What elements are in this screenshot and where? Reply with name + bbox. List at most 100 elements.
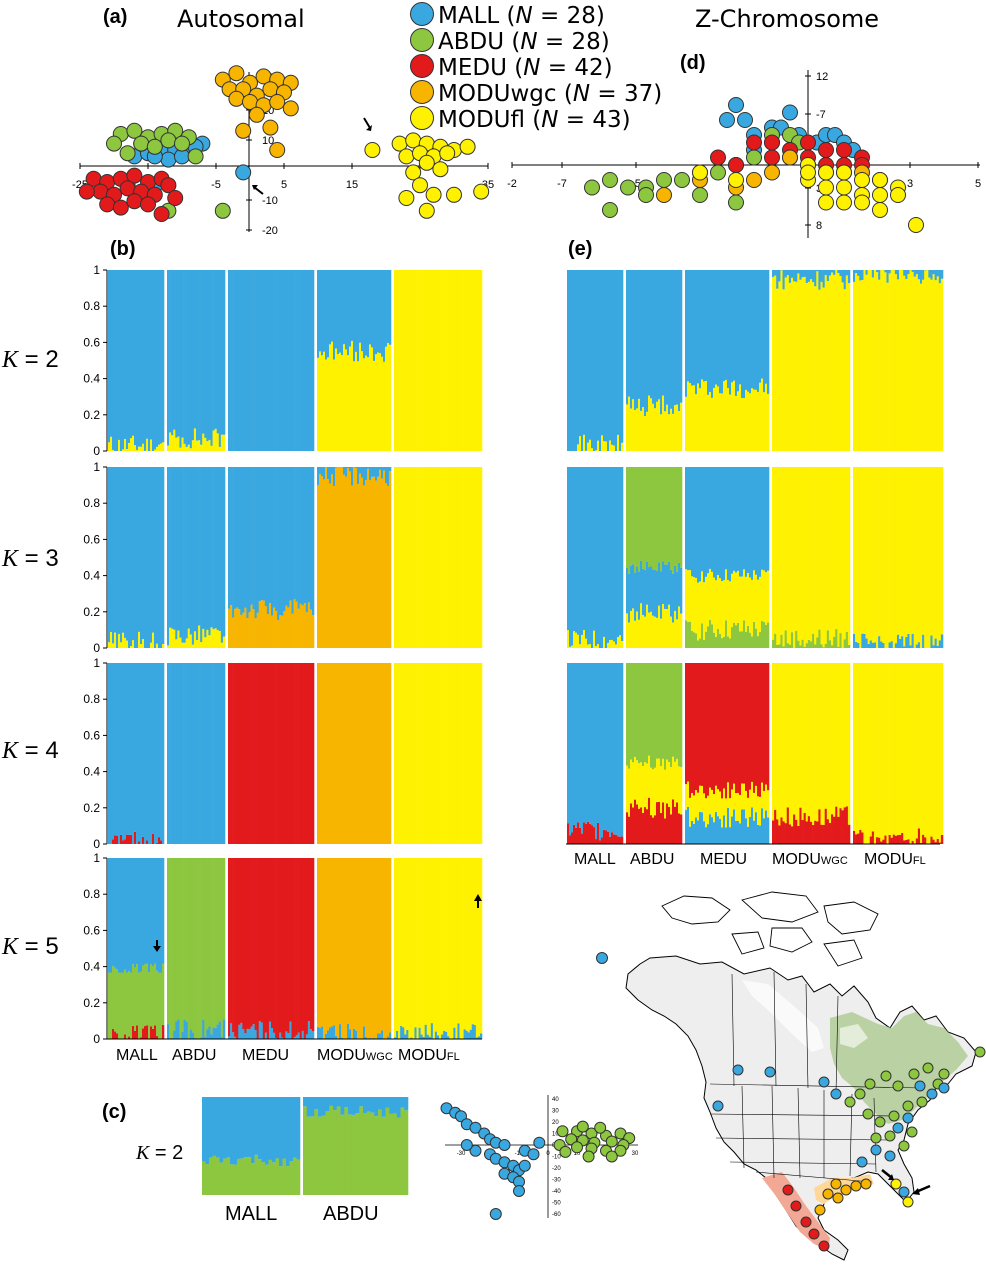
admix-bar-segment: [475, 663, 479, 844]
admix-bar-segment: [124, 839, 127, 844]
admix-bar-segment: [589, 663, 592, 824]
pca-d-points: [584, 97, 924, 233]
admix-bar-segment: [453, 270, 456, 451]
admix-bar-segment: [573, 631, 576, 648]
admix-bar-segment: [656, 617, 659, 648]
admix-bar-segment: [317, 357, 320, 451]
admix-bar-segment: [928, 663, 931, 844]
admix-bar-segment: [331, 858, 334, 1027]
admix-bar-segment: [747, 663, 750, 798]
admix-bar-segment: [611, 444, 614, 451]
admix-bar-segment: [932, 663, 935, 840]
admix-bar-segment: [755, 574, 758, 629]
admix-tick-label: 0.4: [83, 569, 100, 583]
admix-bar-segment: [150, 642, 153, 648]
admix-bar-segment: [248, 270, 251, 451]
admix-bar-segment: [408, 663, 411, 844]
admix-bar-segment: [234, 663, 237, 844]
admix-bar-segment: [799, 663, 802, 808]
admix-bar-segment: [112, 966, 115, 1029]
admix-bar-segment: [652, 403, 655, 451]
admix-bar-segment: [638, 571, 641, 620]
admix-bar-segment: [685, 784, 688, 811]
admix-bar-segment: [187, 444, 191, 451]
admix-bar-segment: [642, 614, 645, 648]
admix-bar-segment: [232, 1032, 235, 1039]
pca-a-point-abdu: [106, 135, 122, 152]
admix-bar-segment: [749, 577, 752, 633]
admix-bar-segment: [729, 467, 732, 582]
admix-bar-segment: [626, 812, 629, 844]
admix-bar-segment: [282, 1158, 287, 1195]
admix-bar-segment: [289, 600, 292, 648]
admix-bar-segment: [146, 438, 149, 451]
admix-bar-segment: [185, 1021, 189, 1039]
admix-bar-segment: [333, 467, 336, 486]
admix-bar-segment: [475, 270, 479, 451]
admix-bar-segment: [230, 663, 233, 844]
admix-bar-segment: [233, 1097, 238, 1165]
admix-bar-segment: [788, 663, 792, 825]
admix-bar-segment: [940, 663, 944, 835]
pca-a-point-modufl: [418, 202, 435, 219]
pca-d-point-modufl: [800, 164, 816, 181]
admix-bar-segment: [309, 1029, 313, 1039]
admix-bar-segment: [301, 605, 305, 648]
admix-bar-segment: [208, 635, 211, 648]
admix-bar-segment: [869, 270, 873, 451]
admix-bar-segment: [693, 632, 696, 648]
admix-bar-segment: [216, 1157, 220, 1195]
admix-bar-segment: [632, 807, 635, 844]
admix-bar-segment: [189, 858, 193, 1030]
admix-bar-segment: [204, 858, 207, 1037]
admix-bar-segment: [301, 1030, 305, 1039]
admix-bar-segment: [361, 477, 364, 648]
pca-c-point-mall: [533, 1136, 546, 1149]
admix-bar-segment: [158, 444, 161, 451]
admix-bar-segment: [919, 842, 923, 844]
admix-bar-segment: [652, 270, 655, 404]
admix-bar-segment: [689, 826, 692, 844]
admix-bar-segment: [351, 663, 354, 844]
admix-bar-segment: [375, 270, 378, 355]
admix-bar-segment: [747, 467, 750, 573]
admix-bar-segment: [400, 1107, 405, 1195]
admix-bar-segment: [689, 570, 692, 622]
admix-bar-segment: [126, 270, 129, 450]
admix-bar-segment: [287, 858, 290, 1034]
admix-bar-segment: [869, 663, 873, 837]
admix-bar-segment: [118, 467, 121, 634]
admix-bar-segment: [311, 858, 315, 1032]
admix-bar-segment: [175, 1021, 178, 1039]
admix-bar-segment: [459, 858, 462, 1039]
admix-bar-segment: [695, 467, 698, 578]
admix-bar-segment: [605, 830, 608, 844]
pca-d-point-modufl: [854, 194, 870, 211]
admix-bar-segment: [275, 270, 278, 451]
admix-bar-segment: [911, 271, 914, 451]
admix-bar-segment: [191, 1032, 195, 1039]
admix-tick-label: 1: [93, 460, 100, 474]
pca-a-point-modufl: [398, 190, 415, 206]
admix-bar-segment: [632, 564, 635, 609]
admix-bar-segment: [801, 820, 804, 844]
pca-a-arrowhead-1: [366, 125, 372, 131]
admix-bar-segment: [932, 839, 935, 844]
admix-bar-segment: [283, 858, 286, 1039]
admix-bar-segment: [317, 485, 320, 648]
admix-bar-segment: [672, 799, 675, 844]
admix-bar-segment: [220, 270, 224, 435]
admix-bar-segment: [901, 270, 904, 451]
admix-bar-segment: [865, 638, 868, 648]
admix-bar-segment: [890, 467, 894, 642]
admix-bar-segment: [876, 663, 879, 838]
admix-bar-segment: [367, 663, 370, 844]
admix-bar-segment: [144, 1026, 147, 1039]
admix-bar-segment: [160, 467, 163, 648]
admix-bar-segment: [786, 270, 790, 276]
admix-bar-segment: [296, 1159, 301, 1195]
admix-bar-segment: [402, 270, 405, 451]
admix-bar-segment: [335, 858, 338, 1036]
admix-bar-segment: [707, 467, 710, 574]
admix-bar-segment: [662, 561, 665, 605]
